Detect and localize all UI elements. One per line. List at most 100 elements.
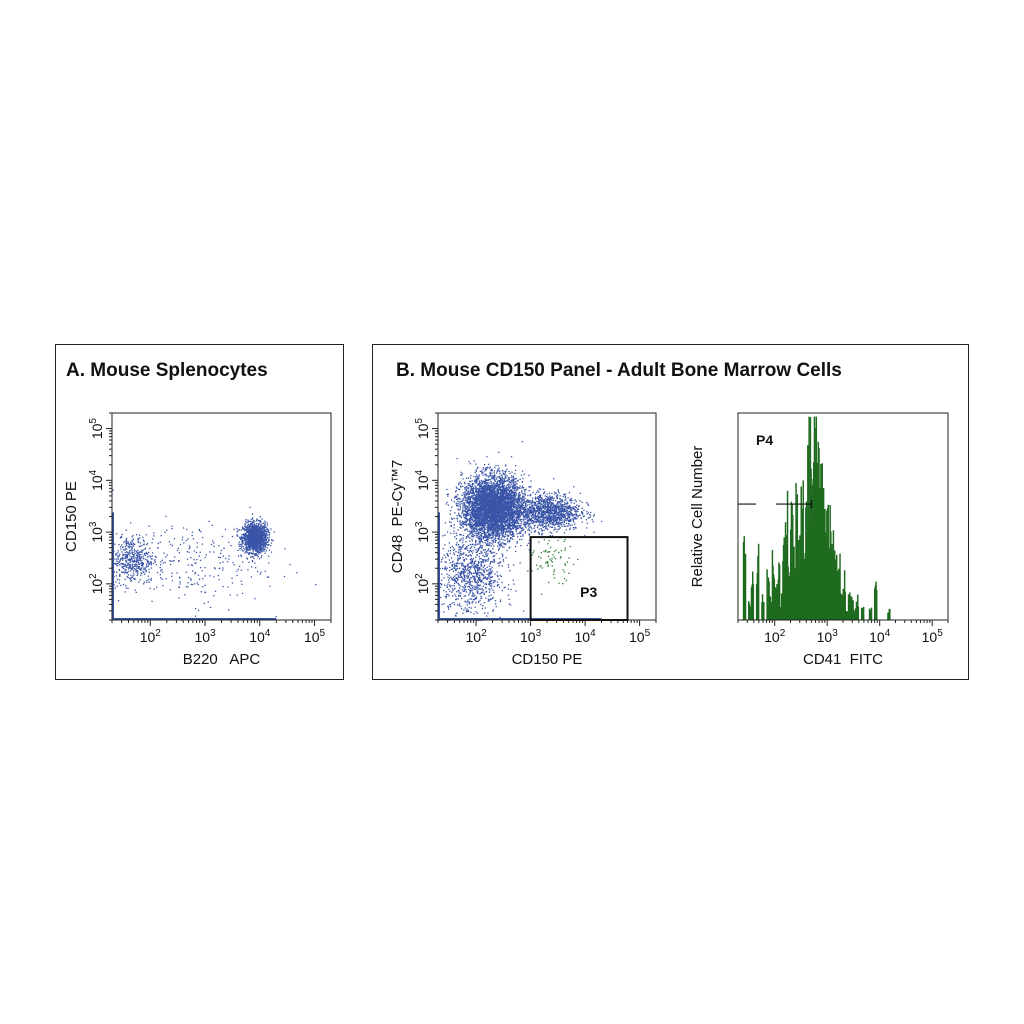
data-point (242, 534, 245, 536)
data-point (478, 506, 480, 508)
data-point (250, 523, 253, 525)
data-point (263, 550, 265, 552)
data-point (240, 555, 243, 557)
data-point (447, 495, 449, 497)
data-point (486, 540, 488, 542)
data-point (143, 554, 145, 556)
data-point (261, 532, 263, 534)
data-point (219, 562, 221, 564)
data-point (480, 550, 482, 552)
data-point (213, 567, 216, 569)
data-point (496, 484, 498, 486)
data-point (246, 547, 248, 549)
data-point (486, 550, 488, 553)
data-point (515, 530, 517, 533)
data-point (147, 575, 149, 577)
data-point (128, 553, 131, 555)
data-point (129, 549, 131, 552)
data-point (243, 533, 245, 535)
data-point (124, 578, 126, 580)
data-point (144, 547, 147, 549)
data-point (472, 502, 474, 505)
data-point (505, 489, 508, 492)
data-point (245, 534, 247, 536)
data-point (255, 539, 257, 541)
data-point (257, 532, 259, 534)
data-point (505, 495, 507, 497)
data-point (296, 572, 298, 574)
data-point (256, 533, 258, 535)
data-point (501, 516, 504, 519)
data-point (506, 538, 509, 540)
data-point (491, 543, 494, 545)
data-point (476, 535, 478, 537)
data-point (125, 544, 128, 546)
data-point (264, 533, 266, 536)
data-point (212, 540, 214, 542)
data-point (127, 562, 130, 564)
data-point (527, 522, 529, 524)
data-point (498, 537, 500, 539)
data-point (503, 473, 505, 476)
data-point (252, 544, 254, 546)
data-point (143, 543, 145, 546)
data-point (248, 528, 250, 531)
data-point (262, 528, 264, 530)
data-point (265, 534, 268, 536)
data-point (255, 527, 257, 529)
data-point (490, 481, 493, 483)
data-point (505, 477, 507, 479)
data-point (113, 571, 116, 573)
tick-label: 104 (249, 628, 271, 645)
data-point (499, 483, 501, 486)
data-point (251, 547, 253, 549)
data-point (118, 564, 121, 566)
data-point (131, 541, 133, 543)
data-point (487, 537, 489, 539)
data-point (503, 511, 506, 513)
data-point (524, 504, 527, 506)
data-point (240, 538, 242, 541)
data-point (472, 488, 475, 491)
data-point (466, 487, 468, 489)
data-point (461, 501, 463, 503)
panel-a-title: A. Mouse Splenocytes (66, 360, 268, 381)
data-point (463, 494, 465, 496)
data-point (459, 520, 461, 522)
data-point (484, 535, 486, 538)
data-point (251, 526, 253, 528)
data-point (474, 522, 477, 525)
data-point (498, 510, 500, 512)
data-point (113, 558, 115, 560)
data-point (243, 529, 246, 532)
data-point (247, 547, 249, 549)
data-point (475, 521, 477, 523)
data-point (126, 548, 128, 550)
data-point (222, 561, 224, 563)
data-point (150, 577, 152, 580)
data-point (469, 537, 471, 539)
data-point (136, 552, 138, 554)
data-point (487, 479, 489, 482)
data-point (117, 561, 119, 563)
data-point (263, 544, 265, 546)
data-point (531, 554, 533, 556)
data-point (112, 489, 114, 491)
data-point (254, 535, 256, 537)
data-point (253, 538, 255, 540)
data-point (144, 573, 146, 575)
data-point (500, 494, 502, 497)
data-point (498, 530, 500, 532)
data-point (510, 537, 513, 539)
data-point (473, 534, 475, 537)
data-point (466, 492, 468, 494)
data-point (256, 570, 259, 573)
data-point (232, 561, 234, 564)
data-point (515, 501, 517, 503)
data-point (257, 541, 259, 543)
data-point (473, 501, 476, 504)
data-point (476, 490, 478, 492)
data-point (253, 557, 255, 560)
data-point (257, 551, 259, 554)
data-point (255, 528, 257, 530)
